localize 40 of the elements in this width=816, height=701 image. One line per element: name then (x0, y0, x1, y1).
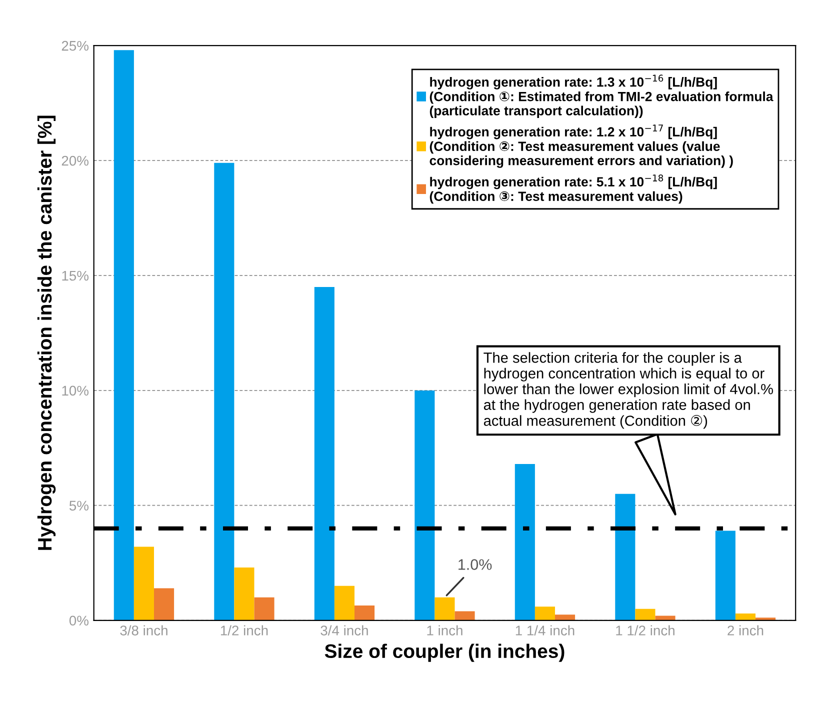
bar (254, 597, 274, 620)
x-tick-label: 1 1/4 inch (516, 625, 574, 636)
x-axis-title: Size of coupler (in inches) (324, 644, 564, 662)
annotation: 1.0% (458, 559, 492, 570)
bar (514, 464, 535, 620)
bar (615, 494, 636, 620)
bar (334, 586, 354, 620)
bar (554, 614, 576, 620)
x-tick-label: 1 inch (427, 625, 462, 636)
bar (114, 50, 134, 620)
x-tick-label: 1/2 inch (220, 625, 268, 636)
x-tick-label: 3/4 inch (320, 625, 368, 636)
bar (414, 390, 435, 620)
y-tick-label: 10% (62, 386, 88, 396)
bar (735, 613, 756, 620)
bar (635, 608, 656, 620)
legend-label: hydrogen generation rate: 1.3 x 10$^{−16}$ [L/h/Bq] (Condition ①: Estimated from TMI-2 evaluation formula (particulate transport calculation)) (430, 74, 774, 118)
y-tick-label: 5% (69, 500, 88, 511)
y-tick-label: 15% (62, 270, 88, 281)
y-tick-label: 25% (62, 40, 88, 51)
y-tick-label: 0% (69, 616, 88, 626)
legend-label: hydrogen generation rate: 1.2 x 10$^{−17}$ [L/h/Bq] (Condition ②: Test measurement values (value considering measurement errors and variation) ) (430, 124, 733, 168)
bar (154, 588, 174, 620)
x-tick-label: 2 inch (728, 625, 764, 636)
bar (134, 546, 154, 620)
y-tick-label: 20% (62, 156, 88, 166)
bar (756, 618, 776, 620)
bar (314, 286, 334, 620)
bar (534, 606, 555, 620)
annotation: The selection criteria for the coupler is a hydrogen concentration which is equal to or lower than the lower explosion limit of 4vol.% at the hydrogen generation rate based on actual measurement (Condition ②) (484, 352, 773, 429)
bar (715, 530, 736, 620)
legend-label: hydrogen generation rate: 5.1 x 10$^{−18}$ [L/h/Bq] (Condition ③: Test measurement values) (430, 174, 717, 204)
bar (434, 597, 455, 620)
bar (354, 605, 375, 620)
y-axis-title: Hydrogen concentration inside the canister [%] (37, 116, 56, 550)
bar (214, 162, 234, 620)
x-tick-label: 3/8 inch (120, 625, 168, 636)
bar (234, 568, 254, 620)
x-tick-label: 1 1/2 inch (616, 625, 674, 636)
bar (454, 611, 475, 620)
